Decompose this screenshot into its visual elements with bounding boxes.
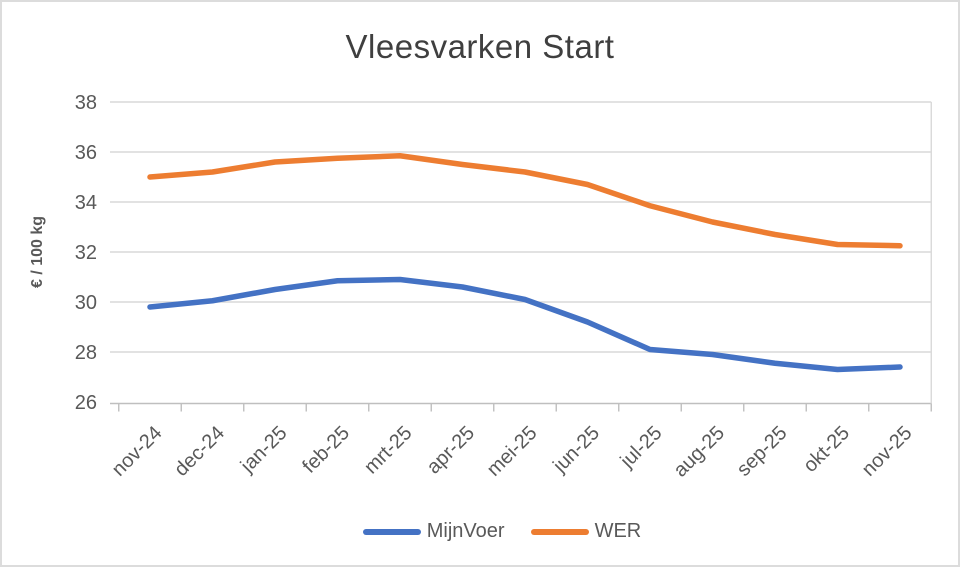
x-axis-tick-label: feb-25 [298,422,354,478]
legend-item-wer: WER [530,520,642,543]
x-axis-tick-label: jul-25 [616,422,667,473]
x-axis-tick-label: sep-25 [733,422,792,481]
y-axis-tick-label: 28 [75,342,97,364]
legend-label: WER [594,520,642,542]
legend-line-swatch [530,528,589,535]
y-axis-tick-label: 36 [75,142,97,164]
x-axis-tick-label: nov-24 [108,422,167,481]
legend-line-swatch [362,528,421,535]
y-axis-tick-label: 34 [75,192,97,214]
x-axis-tick-label: aug-25 [669,422,729,482]
y-axis-tick-label: 38 [75,92,97,114]
x-axis-tick-label: mei-25 [483,422,542,481]
y-axis-tick-label: 26 [75,392,97,414]
series-line-mijnvoer [147,276,903,373]
y-axis-tick-label: 32 [75,242,97,264]
x-axis-tick-label: dec-24 [170,422,229,481]
y-axis-tick-label: 30 [75,292,97,314]
legend-item-mijnvoer: MijnVoer [362,520,505,543]
x-axis-tick-label: apr-25 [423,422,479,478]
x-axis-tick-label: nov-25 [858,422,917,481]
chart-title: Vleesvarken Start [345,28,615,65]
x-axis-tick-label: mrt-25 [360,422,416,478]
legend-label: MijnVoer [426,520,505,542]
x-axis-tick-label: jan-25 [236,422,292,478]
series-line-wer [147,153,903,249]
x-axis-tick-label: jun-25 [548,422,604,478]
x-axis-tick-label: okt-25 [799,422,854,477]
legend: MijnVoer WER [2,520,958,543]
